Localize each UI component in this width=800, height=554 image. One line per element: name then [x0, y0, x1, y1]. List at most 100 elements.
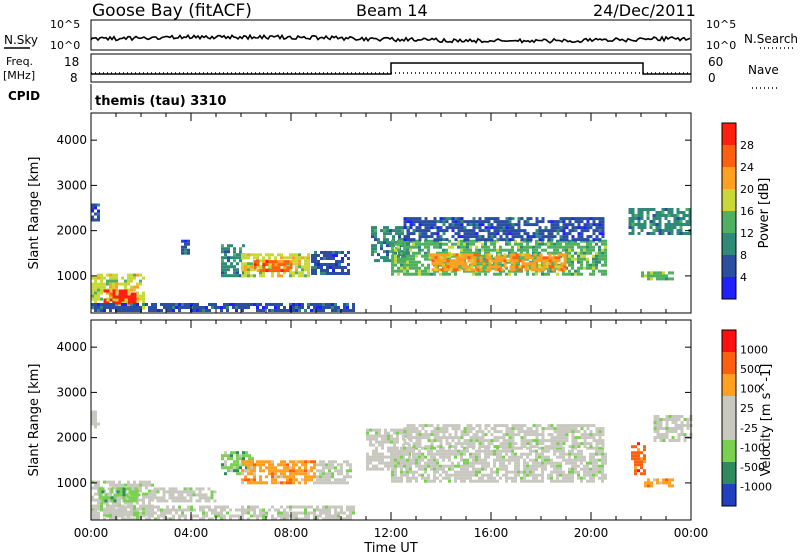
data-cell: [445, 427, 449, 431]
data-cell: [604, 452, 607, 456]
data-cell: [586, 467, 589, 471]
data-cell: [539, 253, 543, 257]
data-cell: [517, 217, 521, 221]
data-cell: [532, 272, 535, 276]
data-cell: [221, 463, 224, 467]
data-cell: [326, 272, 329, 275]
data-cell: [156, 490, 160, 494]
data-cell: [436, 238, 440, 242]
data-cell: [451, 242, 454, 246]
data-cell: [298, 472, 301, 476]
data-cell: [586, 248, 589, 252]
data-cell: [406, 479, 409, 483]
data-cell: [400, 242, 403, 246]
colorbar-segment: [722, 189, 736, 211]
data-cell: [473, 268, 477, 272]
data-cell: [460, 458, 463, 462]
data-cell: [499, 263, 502, 267]
data-cell: [178, 309, 181, 312]
data-cell: [110, 487, 114, 491]
data-cell: [562, 223, 566, 227]
data-cell: [286, 466, 289, 470]
data-cell: [559, 452, 562, 456]
data-cell: [526, 439, 530, 443]
data-cell: [378, 428, 381, 432]
data-cell: [580, 235, 584, 239]
data-cell: [529, 217, 533, 221]
data-cell: [247, 256, 250, 260]
data-cell: [472, 242, 475, 246]
data-cell: [298, 303, 301, 306]
data-cell: [451, 461, 454, 465]
data-cell: [598, 220, 602, 224]
data-cell: [472, 427, 476, 431]
data-cell: [674, 415, 678, 418]
data-cell: [211, 306, 214, 309]
data-cell: [505, 272, 508, 276]
data-cell: [304, 262, 307, 266]
data-cell: [526, 473, 529, 477]
data-cell: [366, 464, 369, 468]
data-cell: [676, 229, 680, 232]
data-cell: [184, 239, 187, 243]
data-cell: [568, 430, 572, 434]
data-cell: [601, 223, 605, 227]
data-cell: [508, 436, 512, 440]
data-cell: [389, 232, 392, 236]
data-cell: [595, 433, 599, 437]
data-cell: [493, 445, 497, 449]
data-cell: [400, 452, 403, 456]
data-cell: [475, 458, 478, 462]
data-cell: [653, 427, 657, 430]
data-cell: [478, 458, 481, 462]
data-cell: [94, 306, 97, 309]
data-cell: [253, 478, 256, 482]
data-cell: [265, 475, 268, 479]
data-cell: [274, 269, 278, 273]
data-cell: [169, 508, 172, 512]
data-cell: [499, 272, 502, 276]
data-cell: [220, 514, 223, 518]
data-cell: [562, 430, 566, 434]
data-cell: [127, 276, 130, 280]
data-cell: [153, 496, 157, 500]
data-cell: [409, 464, 412, 468]
data-cell: [133, 276, 136, 280]
data-cell: [586, 245, 589, 249]
data-cell: [274, 266, 278, 270]
data-cell: [378, 461, 381, 465]
data-cell: [418, 424, 422, 428]
data-cell: [562, 226, 566, 230]
data-cell: [393, 437, 396, 441]
data-cell: [97, 297, 100, 301]
data-cell: [112, 514, 115, 518]
data-cell: [514, 467, 517, 471]
data-cell: [452, 259, 456, 263]
data-cell: [589, 470, 592, 474]
nsky-trace: [90, 33, 691, 44]
data-cell: [124, 282, 127, 286]
data-cell: [259, 303, 262, 306]
data-cell: [515, 253, 519, 257]
data-cell: [466, 245, 469, 249]
data-cell: [159, 499, 163, 503]
data-cell: [384, 464, 387, 468]
data-cell: [274, 475, 277, 479]
data-cell: [277, 263, 281, 267]
data-cell: [400, 479, 403, 483]
data-cell: [560, 268, 564, 272]
data-cell: [106, 279, 109, 283]
data-cell: [313, 508, 316, 512]
data-cell: [586, 470, 589, 474]
data-cell: [589, 476, 592, 480]
data-cell: [298, 466, 301, 470]
data-cell: [484, 449, 487, 453]
data-cell: [652, 214, 656, 217]
data-cell: [239, 454, 242, 458]
data-cell: [475, 436, 479, 440]
data-cell: [436, 470, 439, 474]
data-cell: [448, 476, 451, 480]
data-cell: [679, 217, 683, 220]
data-cell: [310, 303, 313, 306]
